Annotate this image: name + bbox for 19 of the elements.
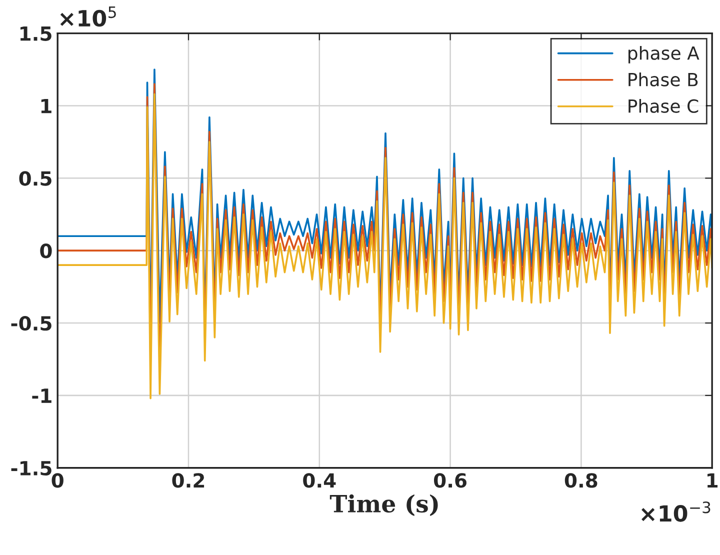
y-tick-label: -1.5 [11,461,52,476]
x-tick-label: 0.2 [172,473,204,488]
x-tick-label: 0 [52,473,64,488]
y-tick-label: 0 [40,244,52,258]
y-tick-label: 0.5 [19,171,52,186]
y-tick-label: 1.5 [20,26,52,41]
y-tick-label: -0.5 [11,316,52,331]
x-axis-title: Time (s) [330,494,438,516]
legend-label: Phase B [628,72,698,86]
x-tick-label: 0.8 [564,473,598,488]
text: ×10$^{−3}$ [642,501,710,522]
x-tick-label: 1 [708,473,718,488]
x-tick-label: 0.4 [303,473,336,488]
text: ×10$^{5}$ [60,6,116,27]
legend-label: phase A [628,46,700,64]
legend-label: Phase C [628,98,698,113]
x-tick-label: 0.6 [434,473,466,488]
y-tick-label: 1 [41,98,52,114]
y-tick-label: -1 [32,388,52,403]
